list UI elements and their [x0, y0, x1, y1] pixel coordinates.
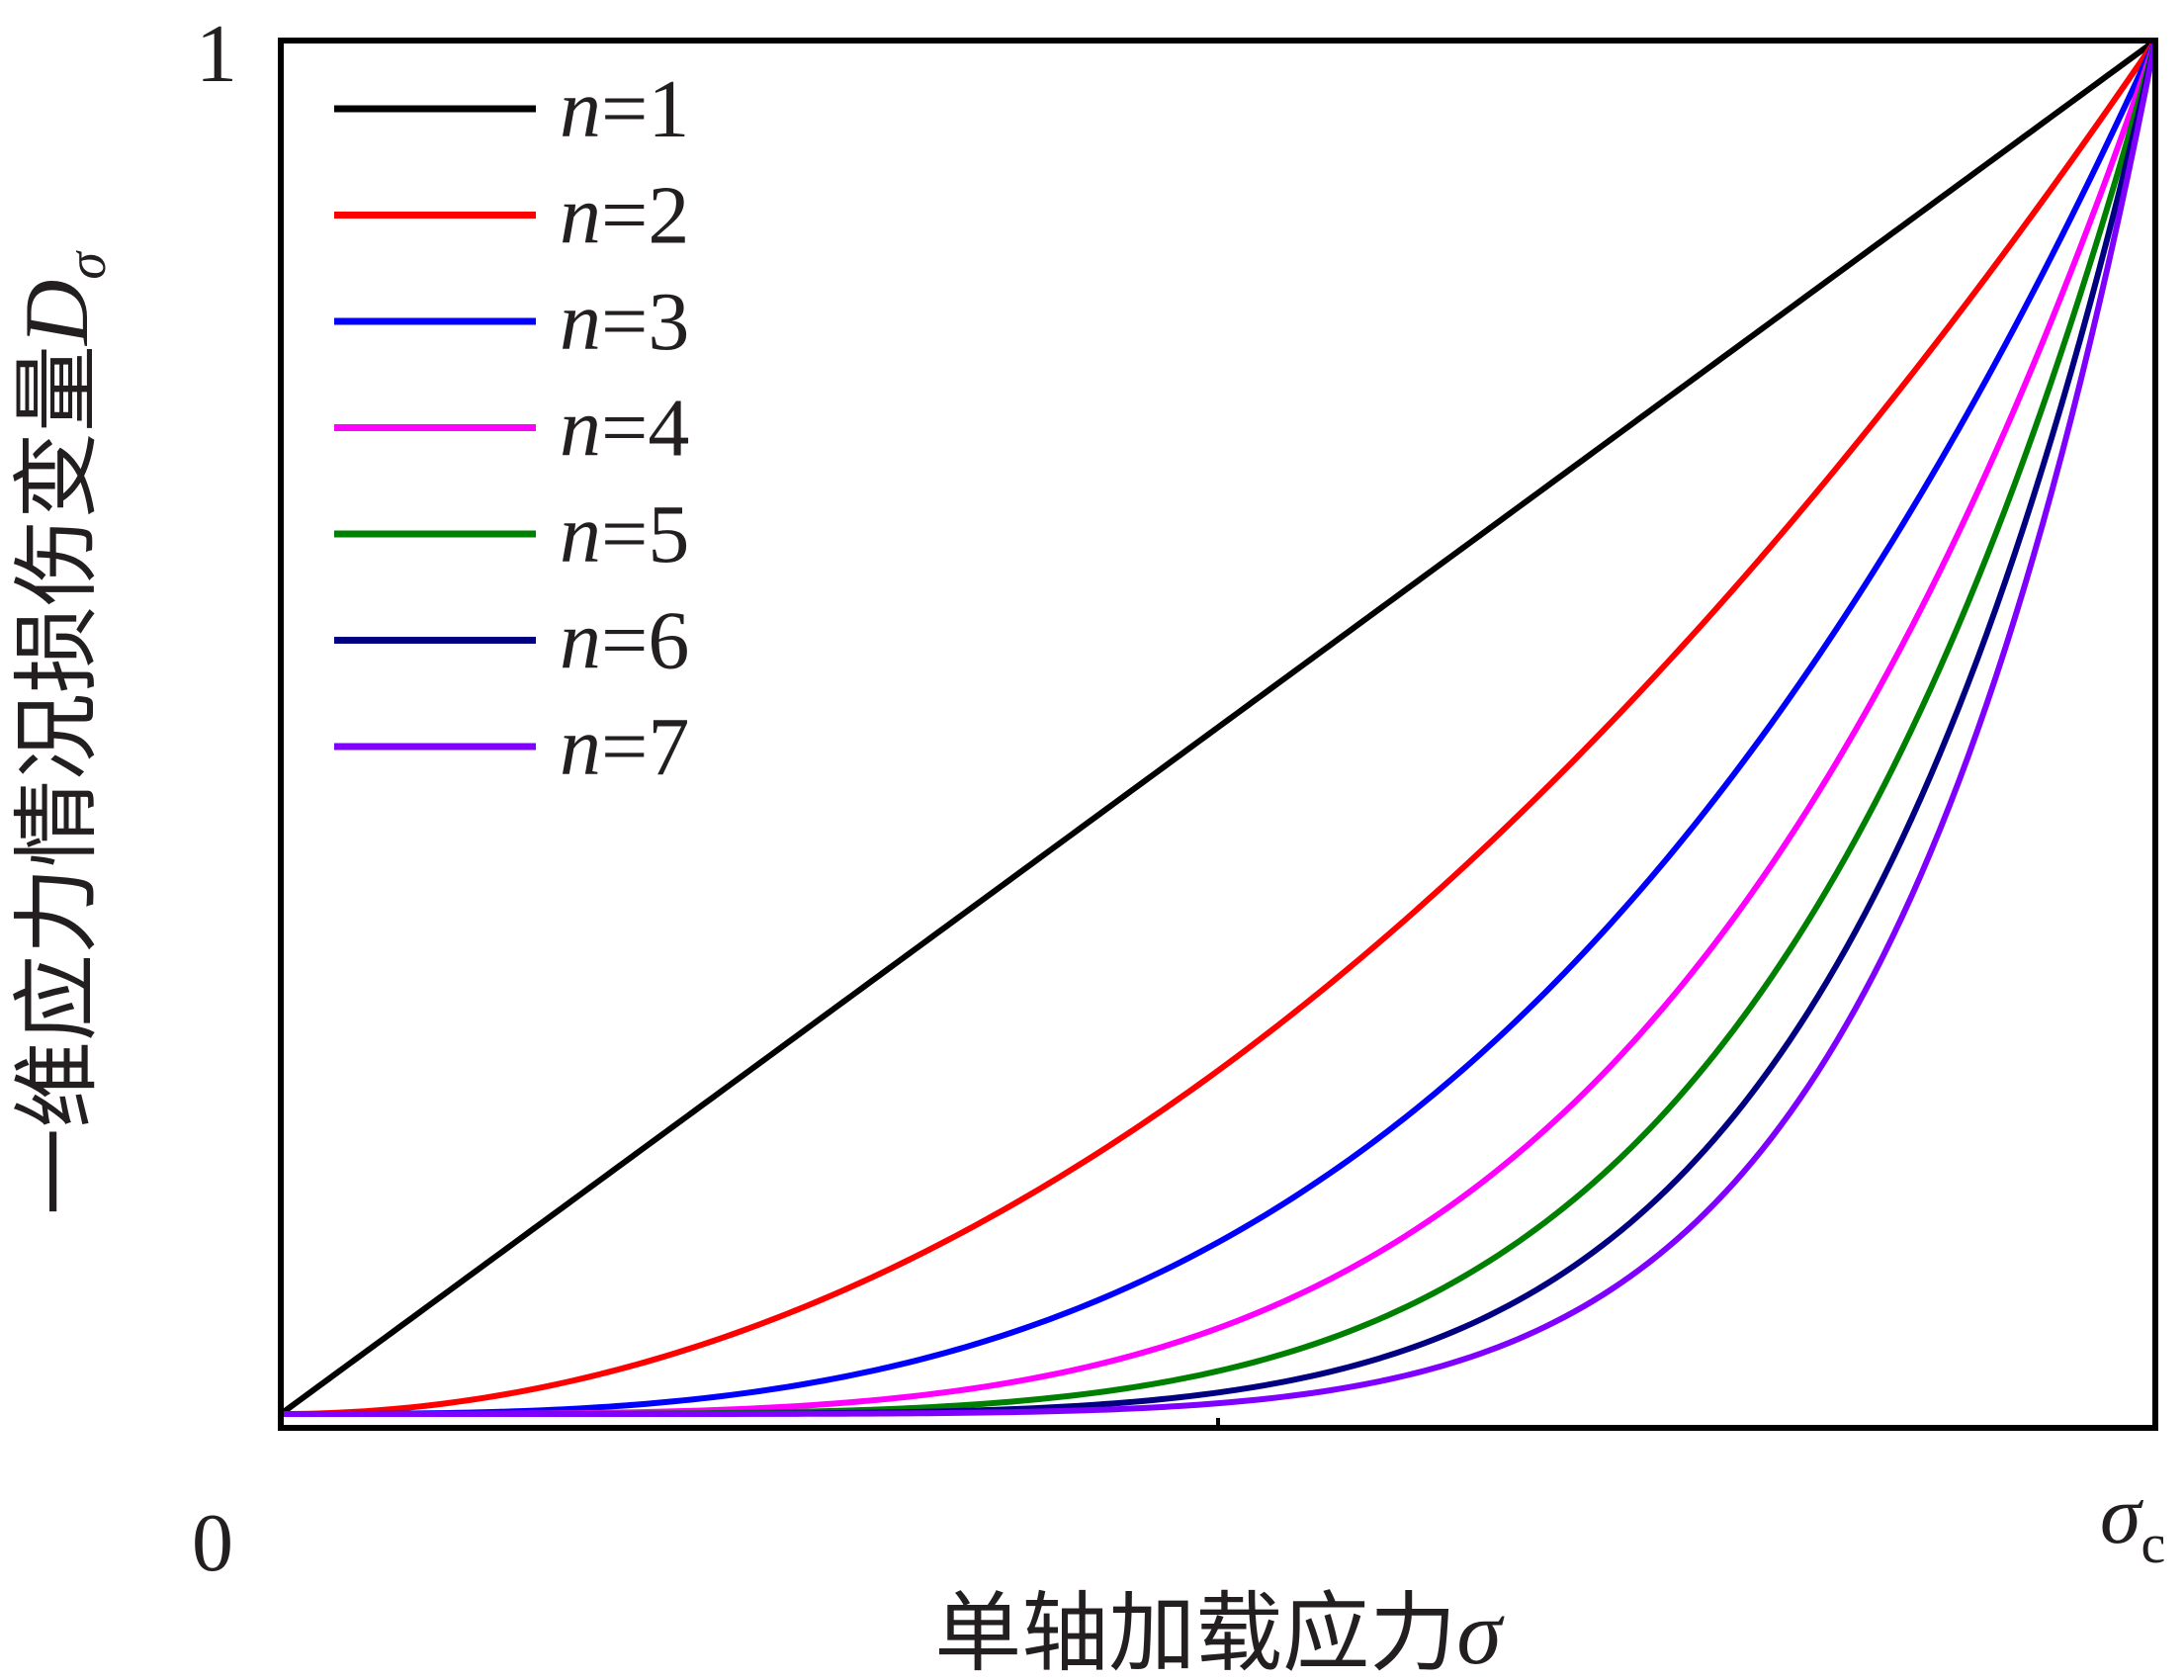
legend: n=1 n=2 n=3 n=4 n=5 n=6 n=7 — [334, 63, 689, 793]
legend-label-n3: n=3 — [560, 276, 689, 368]
series-lines — [279, 38, 2158, 1417]
legend-label-n5: n=5 — [560, 488, 689, 580]
x-axis-title: 单轴加载应力σ — [934, 1582, 1505, 1680]
x-tick-max-label: σc — [2100, 1469, 2165, 1575]
legend-label-n2: n=2 — [560, 170, 689, 262]
series-line-n7 — [281, 40, 2158, 1417]
legend-label-n6: n=6 — [560, 595, 689, 687]
series-line-n3 — [281, 39, 2158, 1417]
series-line-n1 — [279, 38, 2157, 1417]
x-tick-min-label: 0 — [192, 1497, 233, 1589]
y-axis-title: 一维应力情况损伤变量Dσ — [6, 250, 118, 1215]
legend-label-n4: n=4 — [560, 383, 689, 475]
y-tick-max-label: 1 — [196, 8, 237, 100]
legend-label-n7: n=7 — [560, 701, 689, 793]
legend-label-n1: n=1 — [560, 63, 689, 155]
series-line-n2 — [280, 39, 2158, 1417]
